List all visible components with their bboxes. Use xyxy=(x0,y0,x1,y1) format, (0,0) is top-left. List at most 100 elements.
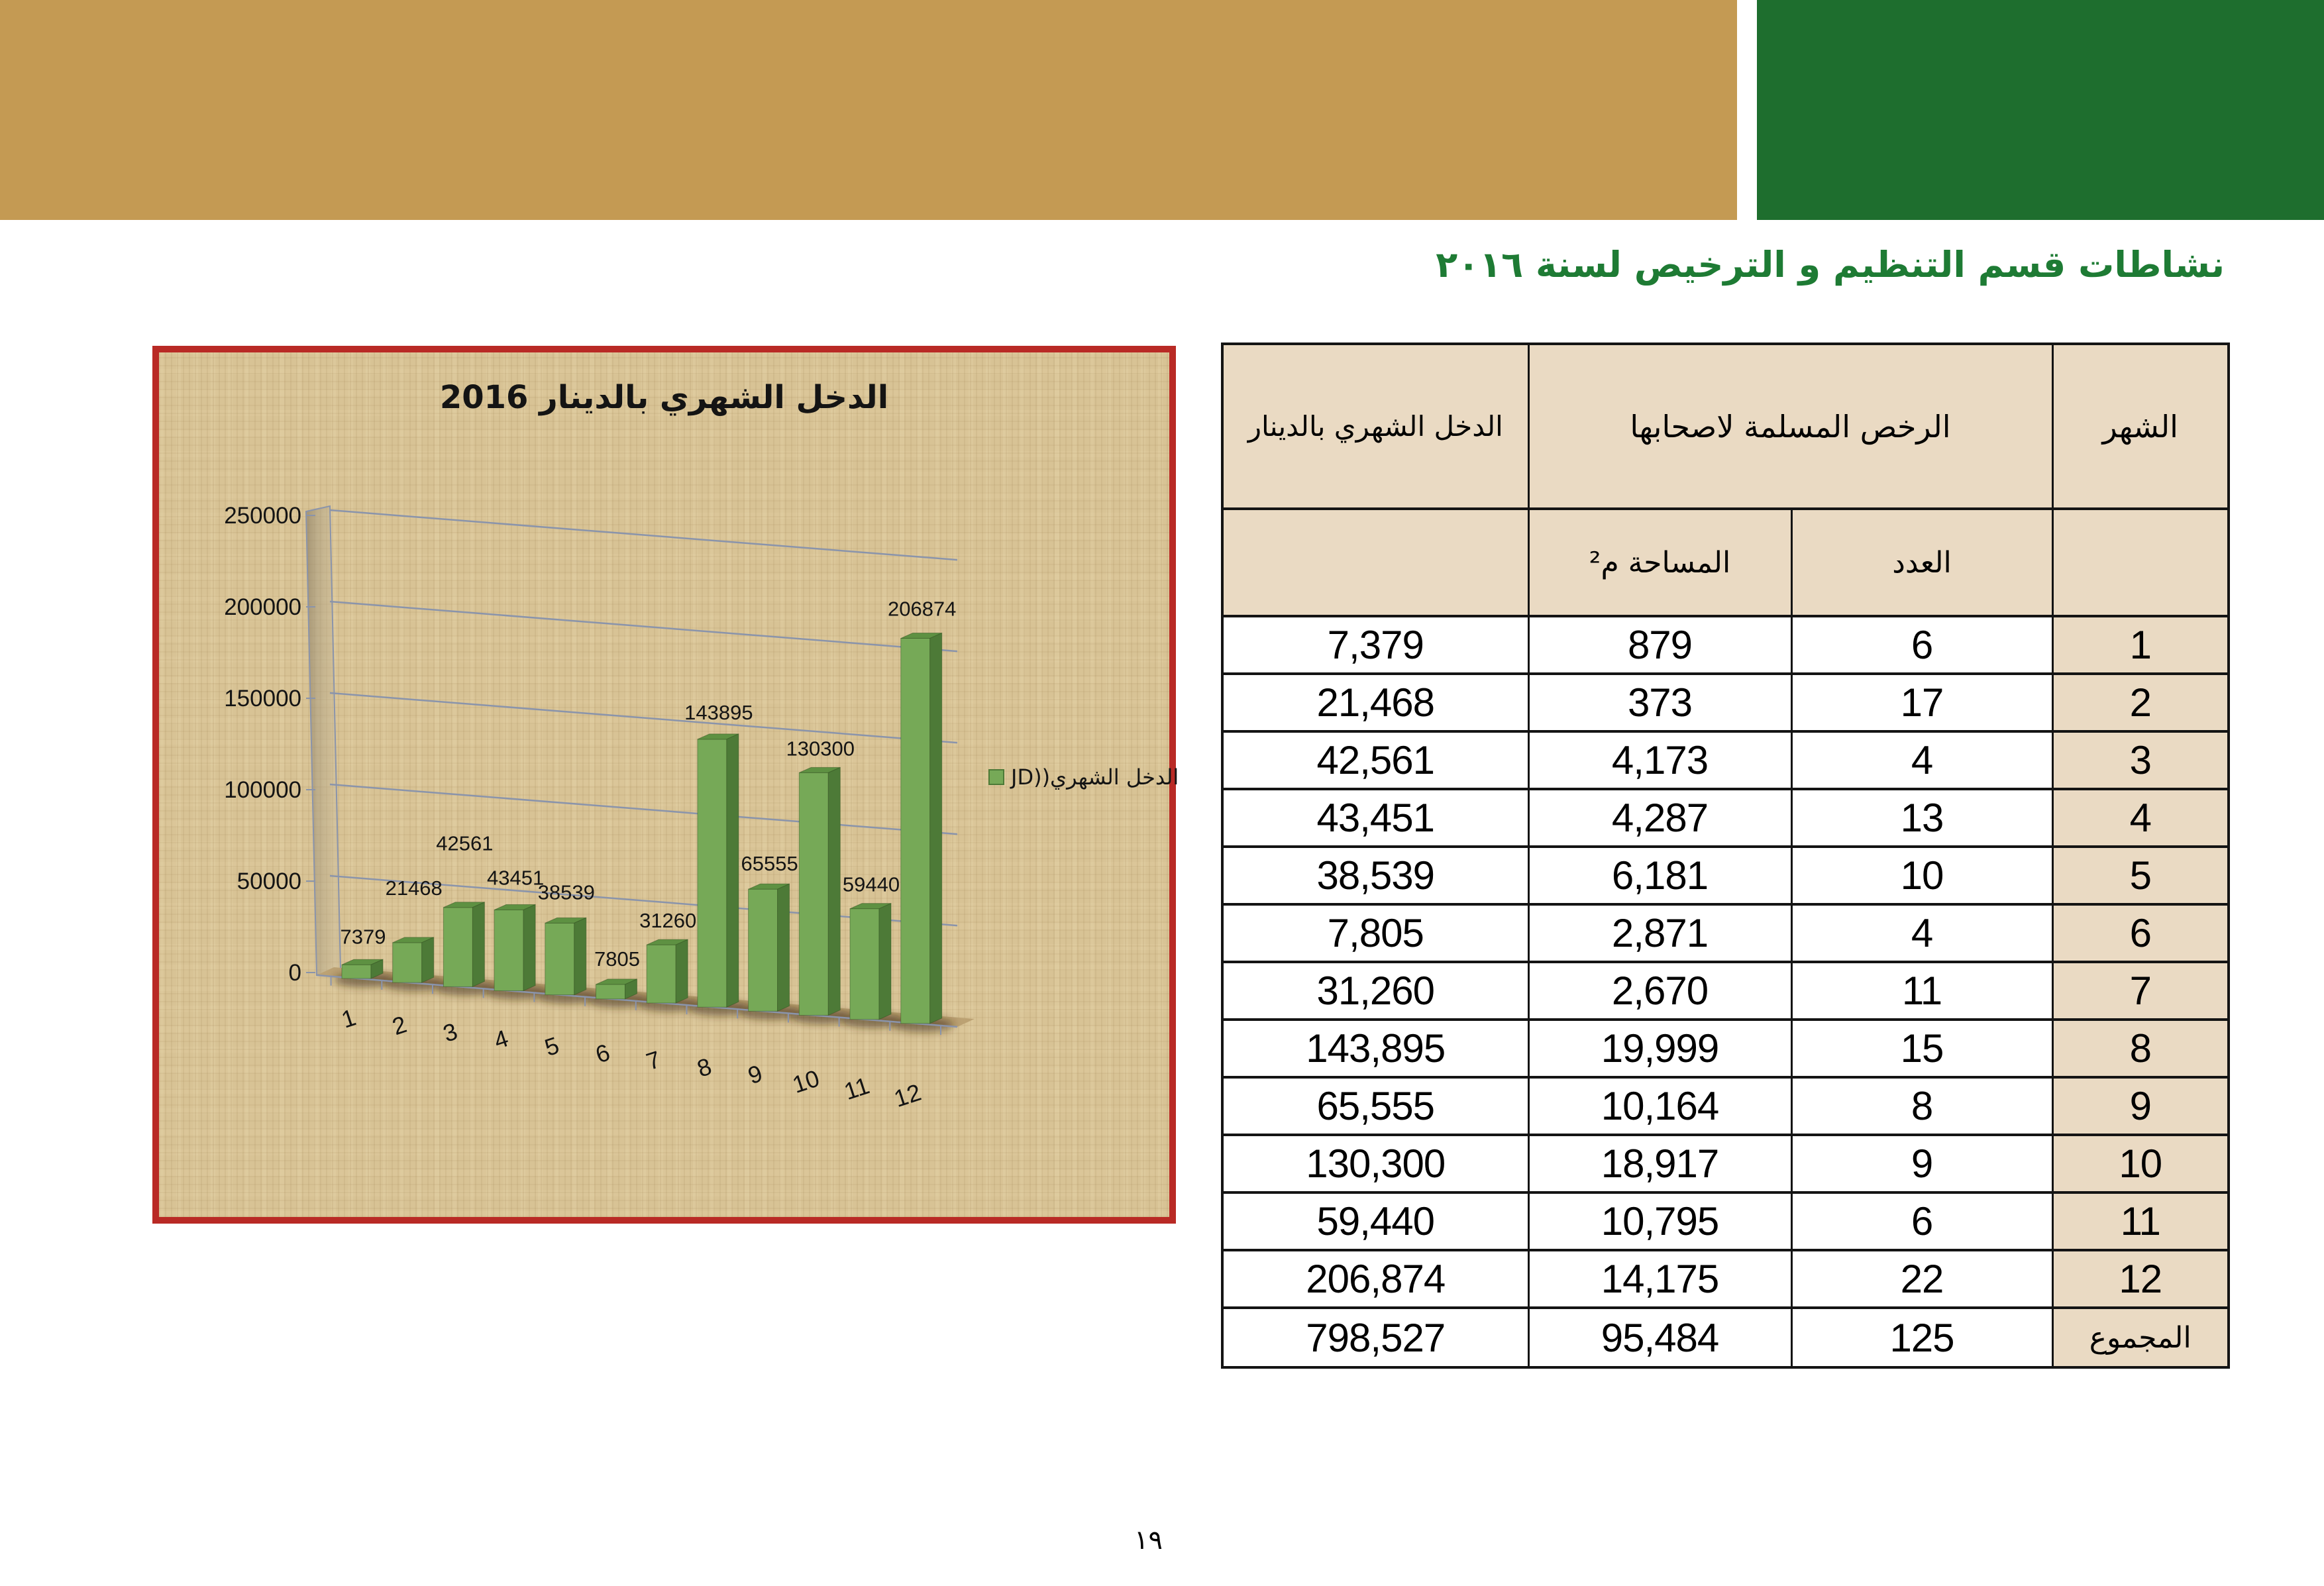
income-cell: 65,555 xyxy=(1221,1076,1530,1136)
bar-face xyxy=(878,902,892,1020)
table-header-row-2: العدد المساحة م² xyxy=(1221,507,2230,617)
bar-face xyxy=(798,772,829,1016)
gridline xyxy=(329,600,958,653)
area-cell: 373 xyxy=(1527,672,1793,733)
y-axis-label: 50000 xyxy=(237,869,301,894)
bar-face xyxy=(596,984,625,1000)
bar-face xyxy=(827,767,841,1016)
month-cell: 10 xyxy=(2051,1134,2230,1194)
count-cell: 9 xyxy=(1790,1134,2054,1194)
count-cell: 10 xyxy=(1790,845,2054,906)
income-cell: 38,539 xyxy=(1221,845,1530,906)
x-axis-label: 12 xyxy=(890,1079,924,1112)
bar-face xyxy=(392,942,423,983)
x-axis-label: 6 xyxy=(592,1038,613,1068)
bar-month-2 xyxy=(392,937,435,983)
area-cell: 19,999 xyxy=(1527,1018,1793,1079)
income-cell: 59,440 xyxy=(1221,1191,1530,1251)
table-header-row-1: الشهر الرخص المسلمة لاصحابها الدخل الشهر… xyxy=(1221,343,2230,510)
table-total-row: المجموع 125 95,484 798,527 xyxy=(1221,1306,2230,1369)
month-cell: 3 xyxy=(2051,730,2230,790)
count-cell: 6 xyxy=(1790,1191,2054,1251)
bar-month-8 xyxy=(697,733,739,1008)
bar-value-label: 130300 xyxy=(786,737,855,760)
income-cell: 130,300 xyxy=(1221,1134,1530,1194)
bar-value-label: 65555 xyxy=(741,852,798,875)
legend-swatch-icon xyxy=(988,769,1004,785)
total-label-cell: المجموع xyxy=(2051,1306,2230,1369)
month-cell: 4 xyxy=(2051,788,2230,848)
bar-face xyxy=(574,917,587,996)
y-axis-label: 200000 xyxy=(224,594,301,620)
y-axis-label: 250000 xyxy=(224,503,301,529)
table-row: 5 10 6,181 38,539 xyxy=(1221,845,2230,906)
gridline xyxy=(329,783,958,835)
bar-face xyxy=(726,733,739,1008)
bar-face xyxy=(545,922,575,996)
licenses-table-body: 1 6 879 7,379 2 17 373 21,468 3 4 4,173 42,561 4 13 4,… xyxy=(1221,615,2230,1369)
bar-month-7 xyxy=(646,939,688,1004)
month-cell: 1 xyxy=(2051,615,2230,675)
legend-label: الدخل الشهري((JD xyxy=(1011,765,1179,790)
bar-value-label: 38539 xyxy=(538,880,595,904)
page-number: ١٩ xyxy=(1134,1525,1163,1556)
count-cell: 4 xyxy=(1790,903,2054,963)
month-header-spacer xyxy=(2051,507,2230,617)
count-cell: 13 xyxy=(1790,788,2054,848)
bar-face xyxy=(421,937,435,983)
month-cell: 2 xyxy=(2051,672,2230,733)
bar-face xyxy=(646,944,676,1004)
table-row: 10 9 18,917 130,300 xyxy=(1221,1134,2230,1194)
total-area-cell: 95,484 xyxy=(1527,1306,1793,1369)
x-axis-label: 10 xyxy=(789,1065,823,1098)
bar-face xyxy=(900,638,931,1024)
count-col-header: العدد xyxy=(1790,507,2054,617)
bar-value-label: 143895 xyxy=(684,701,753,724)
bar-value-label: 43451 xyxy=(487,866,544,889)
bar-face xyxy=(675,939,688,1004)
x-axis-label: 4 xyxy=(490,1024,511,1054)
area-cell: 2,670 xyxy=(1527,961,1793,1021)
x-axis-label: 7 xyxy=(643,1045,664,1075)
count-cell: 6 xyxy=(1790,615,2054,675)
x-axis-label: 3 xyxy=(440,1018,461,1047)
total-income-cell: 798,527 xyxy=(1221,1306,1530,1369)
area-cell: 2,871 xyxy=(1527,903,1793,963)
area-col-header: المساحة م² xyxy=(1527,507,1793,617)
bar-value-label: 206874 xyxy=(888,598,956,621)
income-cell: 7,379 xyxy=(1221,615,1530,675)
table-row: 7 11 2,670 31,260 xyxy=(1221,961,2230,1021)
income-header-spacer xyxy=(1221,507,1530,617)
bar-face xyxy=(929,632,943,1024)
count-cell: 22 xyxy=(1790,1249,2054,1309)
month-cell: 9 xyxy=(2051,1076,2230,1136)
count-cell: 4 xyxy=(1790,730,2054,790)
bar-face xyxy=(849,908,880,1020)
income-cell: 7,805 xyxy=(1221,903,1530,963)
income-cell: 21,468 xyxy=(1221,672,1530,733)
count-cell: 8 xyxy=(1790,1076,2054,1136)
area-cell: 4,173 xyxy=(1527,730,1793,790)
header-gold-bar xyxy=(0,0,1737,220)
area-cell: 18,917 xyxy=(1527,1134,1793,1194)
table-row: 4 13 4,287 43,451 xyxy=(1221,788,2230,848)
income-bar-chart: 0500001000001500002000002500007379214684… xyxy=(224,503,975,1112)
month-cell: 11 xyxy=(2051,1191,2230,1251)
bar-month-4 xyxy=(494,904,536,992)
bar-month-3 xyxy=(443,901,485,988)
chart-wall xyxy=(305,505,342,977)
header-green-bar xyxy=(1757,0,2324,220)
total-count-cell: 125 xyxy=(1790,1306,2054,1369)
table-row: 9 8 10,164 65,555 xyxy=(1221,1076,2230,1136)
bar-month-11 xyxy=(849,902,892,1020)
bar-face xyxy=(777,883,790,1012)
month-cell: 6 xyxy=(2051,903,2230,963)
area-cell: 6,181 xyxy=(1527,845,1793,906)
bar-value-label: 42561 xyxy=(436,832,493,855)
bar-face xyxy=(472,901,485,988)
y-axis-label: 100000 xyxy=(224,777,301,803)
bar-face xyxy=(341,964,372,979)
bar-value-label: 59440 xyxy=(843,873,900,896)
month-cell: 5 xyxy=(2051,845,2230,906)
